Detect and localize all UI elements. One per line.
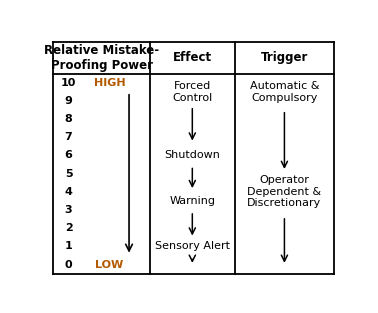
Text: Warning: Warning [169, 196, 215, 206]
Text: Forced
Control: Forced Control [172, 81, 212, 103]
Text: Sensory Alert: Sensory Alert [155, 241, 230, 251]
Text: Automatic &
Compulsory: Automatic & Compulsory [250, 81, 319, 103]
Text: Trigger: Trigger [261, 52, 308, 64]
Text: Operator
Dependent &
Discretionary: Operator Dependent & Discretionary [247, 175, 322, 208]
Text: 9: 9 [65, 96, 73, 106]
Text: 6: 6 [65, 151, 73, 161]
Text: 7: 7 [65, 132, 73, 142]
Text: 2: 2 [65, 223, 73, 233]
Text: 10: 10 [61, 78, 76, 88]
Text: 5: 5 [65, 169, 73, 179]
Text: 0: 0 [65, 260, 73, 270]
Text: 8: 8 [65, 114, 73, 124]
Text: 4: 4 [65, 187, 73, 197]
Text: Effect: Effect [173, 52, 212, 64]
Text: LOW: LOW [95, 260, 124, 270]
Text: Shutdown: Shutdown [164, 151, 220, 161]
Text: Relative Mistake-
Proofing Power: Relative Mistake- Proofing Power [44, 44, 159, 72]
Text: 1: 1 [65, 241, 73, 251]
Text: 3: 3 [65, 205, 73, 215]
Text: HIGH: HIGH [93, 78, 125, 88]
